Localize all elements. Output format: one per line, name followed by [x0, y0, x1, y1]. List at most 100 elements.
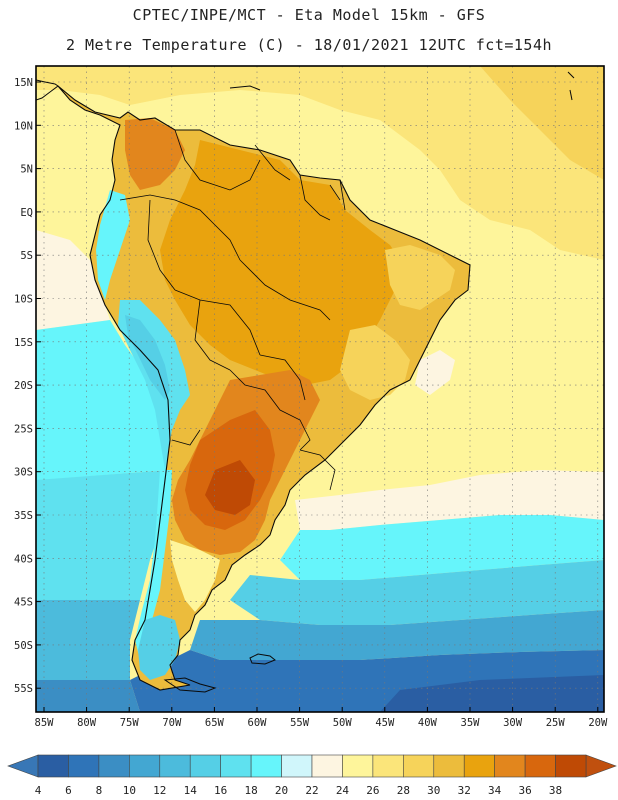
colorbar-swatch	[98, 754, 130, 778]
lat-label: 10N	[14, 120, 33, 132]
lon-label: 45W	[375, 717, 395, 729]
colorbar-label: 12	[153, 784, 166, 797]
colorbar-low-arrow	[7, 754, 39, 778]
lon-label: 30W	[503, 717, 523, 729]
title-line-2: 2 Metre Temperature (C) - 18/01/2021 12U…	[65, 36, 553, 54]
lon-label: 35W	[461, 717, 481, 729]
tierra-del-fuego	[163, 677, 217, 693]
lon-label: 80W	[77, 717, 97, 729]
colorbar-label: 10	[123, 784, 136, 797]
lon-label: 50W	[333, 717, 353, 729]
ocean-8c-southwest	[36, 680, 140, 712]
colorbar-label: 22	[305, 784, 318, 797]
colorbar-label: 36	[518, 784, 531, 797]
colorbar-swatch	[250, 754, 282, 778]
colorbar-label: 34	[488, 784, 502, 797]
lon-label: 60W	[248, 717, 268, 729]
colorbar-swatch	[403, 754, 435, 778]
colorbar-label: 14	[184, 784, 198, 797]
colorbar-swatch	[463, 754, 495, 778]
lon-label: 55W	[290, 717, 310, 729]
lat-label: 20S	[14, 380, 33, 392]
map-plot-area	[36, 66, 604, 712]
lat-label: 45S	[14, 597, 33, 609]
lat-label: 35S	[14, 510, 33, 522]
longitude-labels: 85W 80W 75W 70W 65W 60W 55W 50W 45W 40W 35W 30W 25W 2…	[35, 707, 608, 729]
colorbar-swatch	[159, 754, 191, 778]
island-east	[567, 71, 575, 101]
colorbar-label: 24	[336, 784, 350, 797]
ocean-18c-south-atlantic	[280, 515, 604, 580]
northwest-hot-spot	[125, 118, 185, 190]
lat-label: 15N	[14, 77, 33, 89]
lon-label: 25W	[546, 717, 566, 729]
coastline-south-america	[57, 85, 471, 691]
falkland-islands	[249, 653, 276, 665]
andes-north-cold-band	[96, 190, 130, 300]
map-frame	[35, 65, 605, 713]
colorbar-swatch	[433, 754, 465, 778]
colorbar: 4 6 8 10 12 14 16 18 20 22 24 26 28 30 32 34 36 38	[7, 754, 617, 797]
colorbar-label: 30	[427, 784, 440, 797]
lat-label: 30S	[14, 467, 33, 479]
colorbar-high-arrow	[585, 754, 617, 778]
ocean-12c-west	[36, 600, 140, 680]
ocean-10c-south-atlantic	[190, 610, 604, 660]
continent-38c-core	[205, 460, 255, 515]
coastline-central-america	[36, 79, 59, 101]
andes-south-cold-band	[135, 470, 172, 660]
lon-label: 40W	[418, 717, 438, 729]
colorbar-swatch	[555, 754, 587, 778]
country-borders	[119, 129, 346, 491]
ocean-18c-west	[36, 320, 170, 480]
colorbar-label: 18	[244, 784, 257, 797]
title-line-1: CPTEC/INPE/MCT - Eta Model 15km - GFS	[132, 6, 486, 24]
ocean-4c-southern-ocean	[380, 675, 604, 712]
lat-label: 5N	[20, 164, 33, 176]
graticule	[36, 66, 604, 712]
latitude-labels: 15N 10N 5N EQ 5S 10S 15S 20S 25S 30S 35S 40S 45S 50S 5…	[14, 77, 41, 695]
ocean-26c-tropical	[36, 66, 604, 260]
colorbar-swatch	[68, 754, 100, 778]
lon-label: 65W	[205, 717, 225, 729]
colorbar-label: 28	[397, 784, 410, 797]
colorbar-label: 4	[35, 784, 42, 797]
colorbar-swatch	[311, 754, 343, 778]
ocean-14c-south-atlantic	[230, 560, 604, 625]
colorbar-swatch	[37, 754, 69, 778]
lat-label: EQ	[20, 207, 33, 219]
ocean-22c-west	[36, 230, 110, 330]
colorbar-label: 6	[65, 784, 72, 797]
colorbar-swatch	[524, 754, 556, 778]
lat-label: 50S	[14, 640, 33, 652]
colorbar-swatch	[372, 754, 404, 778]
colorbar-swatch	[189, 754, 221, 778]
colorbar-swatch	[220, 754, 252, 778]
colorbar-swatch	[129, 754, 161, 778]
colorbar-label: 32	[458, 784, 471, 797]
colorbar-swatch	[494, 754, 526, 778]
lon-label: 75W	[120, 717, 140, 729]
colorbar-label: 26	[366, 784, 379, 797]
northeast-28c	[385, 245, 455, 310]
southeast-28c	[340, 325, 410, 400]
lat-label: 15S	[14, 337, 33, 349]
lat-label: 5S	[20, 250, 33, 262]
colorbar-label: 16	[214, 784, 227, 797]
lat-label: 25S	[14, 423, 33, 435]
lon-label: 70W	[162, 717, 182, 729]
colorbar-label: 20	[275, 784, 288, 797]
colorbar-swatch	[342, 754, 374, 778]
patagonia-south-cold	[138, 615, 180, 680]
lat-label: 10S	[14, 294, 33, 306]
ocean-28c-north	[480, 66, 604, 180]
lat-label: 40S	[14, 553, 33, 565]
caribbean-islands	[229, 85, 261, 91]
colorbar-swatch	[281, 754, 313, 778]
lat-label: 55S	[14, 683, 33, 695]
ocean-16c-west	[36, 470, 170, 600]
altiplano-cold	[125, 315, 170, 400]
continent-32c-amazon	[160, 140, 400, 385]
